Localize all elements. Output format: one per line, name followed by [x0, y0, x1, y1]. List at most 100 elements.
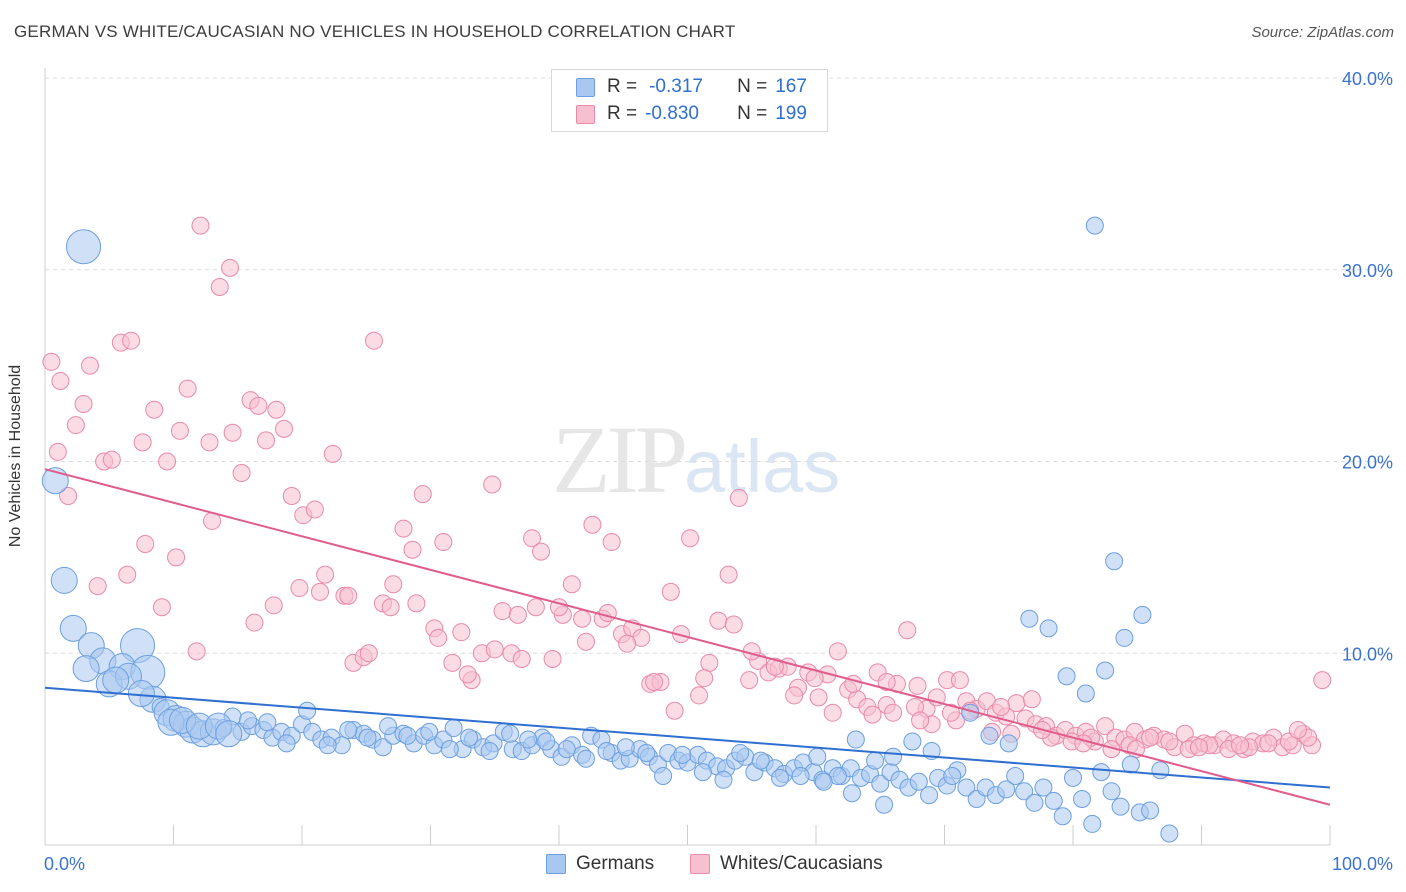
whites-point	[364, 331, 383, 350]
y-tick-label: 30.0%	[1342, 261, 1393, 281]
germans-point	[1020, 609, 1039, 628]
germans-point	[1006, 766, 1025, 785]
germans-point	[298, 701, 317, 720]
whites-trend-line	[44, 468, 1331, 806]
whites-point	[102, 450, 121, 469]
whites-point	[59, 487, 78, 506]
whites-point	[785, 686, 804, 705]
whites-point	[187, 642, 206, 661]
legend-row-germans: R = -0.317 N = 167	[576, 75, 807, 99]
legend-swatch-blue	[576, 77, 595, 97]
whites-point	[532, 542, 551, 561]
germans-point	[597, 742, 616, 761]
whites-point	[877, 673, 896, 692]
germans-point	[398, 726, 417, 745]
germans-point	[909, 772, 928, 791]
whites-point	[1259, 734, 1278, 753]
whites-point	[724, 615, 743, 634]
germans-point	[420, 722, 439, 741]
whites-point	[562, 575, 581, 594]
germans-point	[1053, 807, 1072, 826]
whites-point	[257, 431, 276, 450]
germans-point	[1034, 778, 1053, 797]
whites-point	[765, 657, 784, 676]
germans-point	[771, 768, 790, 787]
germans-point	[654, 766, 673, 785]
y-tick-label: 40.0%	[1342, 69, 1393, 89]
germans-point	[72, 655, 100, 683]
germans-point	[480, 742, 499, 761]
whites-point	[133, 433, 152, 452]
whites-point	[145, 400, 164, 419]
whites-point	[267, 400, 286, 419]
y-tick-label: 20.0%	[1342, 453, 1393, 473]
germans-point	[1064, 768, 1082, 787]
whites-point	[290, 579, 309, 598]
whites-point	[210, 278, 229, 297]
germans-point	[1072, 789, 1091, 808]
whites-point	[1288, 720, 1307, 739]
bottom-legend-label-whites: Whites/Caucasians	[720, 853, 883, 874]
germans-point	[127, 680, 155, 708]
germans-point	[1151, 761, 1170, 780]
whites-point	[80, 356, 99, 375]
whites-point	[1007, 694, 1026, 713]
germans-point	[519, 730, 538, 749]
germans-point	[358, 728, 377, 747]
y-tick-label: 10.0%	[1342, 644, 1393, 664]
germans-point	[808, 747, 827, 766]
whites-point	[167, 548, 186, 567]
whites-point	[170, 421, 189, 440]
whites-point	[152, 598, 171, 617]
bottom-legend-germans: Germans	[546, 852, 654, 876]
whites-point	[583, 515, 602, 534]
legend-r-value: -0.830	[645, 103, 699, 124]
germans-point	[980, 726, 999, 745]
germans-point	[1015, 782, 1034, 801]
whites-point	[661, 582, 680, 601]
x-tick-label-end: 100.0%	[1332, 854, 1393, 874]
whites-point	[88, 577, 107, 596]
whites-point	[809, 688, 828, 707]
germans-point	[871, 774, 890, 793]
germans-point	[637, 743, 656, 762]
whites-point	[645, 673, 664, 692]
whites-point	[458, 665, 477, 684]
legend-n-value: 167	[775, 76, 807, 97]
chart-title: GERMAN VS WHITE/CAUCASIAN NO VEHICLES IN…	[14, 22, 736, 41]
whites-point	[394, 519, 413, 538]
whites-point	[434, 533, 453, 552]
germans-point	[1092, 763, 1111, 782]
tick-labels: 10.0% 20.0% 30.0% 40.0% 0.0% 100.0%	[44, 69, 1393, 874]
germans-point	[997, 780, 1016, 799]
legend: R = -0.317 N = 167 R = -0.830 N = 199	[551, 69, 828, 132]
whites-point	[158, 452, 177, 471]
whites-point	[48, 442, 67, 461]
watermark: ZIPatlas	[552, 404, 840, 515]
germans-point	[751, 751, 770, 770]
germans-point	[1133, 605, 1152, 624]
germans-point	[1025, 793, 1044, 812]
whites-point	[42, 352, 61, 371]
whites-point	[74, 394, 93, 413]
grid-lines	[45, 77, 1392, 654]
watermark-atlas: atlas	[684, 425, 841, 508]
whites-point	[1313, 671, 1332, 690]
germans-point	[501, 724, 520, 743]
germans-point	[999, 734, 1018, 753]
whites-point	[700, 653, 719, 672]
whites-point	[452, 623, 471, 642]
legend-r-label: R =	[607, 76, 638, 97]
whites-point	[339, 586, 358, 605]
whites-point	[200, 433, 219, 452]
whites-point	[950, 671, 969, 690]
whites-point	[305, 500, 324, 519]
whites-point	[493, 602, 512, 621]
germans-point	[731, 743, 750, 762]
germans-point	[957, 778, 976, 797]
germans-point	[258, 713, 277, 732]
legend-n-label: N =	[737, 76, 768, 97]
whites-point	[598, 603, 617, 622]
germans-point	[673, 745, 692, 764]
